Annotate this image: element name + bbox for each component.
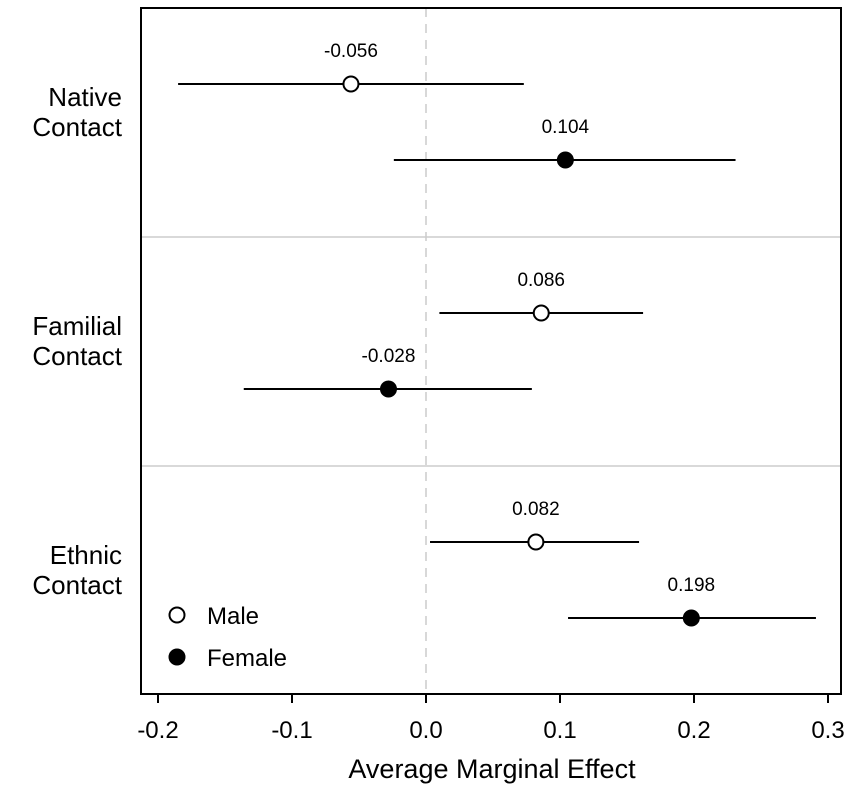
data-label-male: -0.056 [324, 41, 378, 62]
data-label-male: 0.086 [517, 270, 565, 291]
group-label-1-line-0: Familial [32, 311, 122, 341]
data-label-female: 0.104 [542, 117, 590, 138]
x-tick-label: 0.3 [811, 717, 844, 744]
point-male [532, 304, 550, 322]
point-male [342, 75, 360, 93]
x-tick-label: -0.1 [271, 717, 312, 744]
data-label-female: 0.198 [668, 575, 716, 596]
legend-marker-female [168, 648, 186, 666]
plot-frame [140, 7, 842, 695]
legend-marker-male [168, 606, 186, 624]
x-axis-title: Average Marginal Effect [348, 754, 636, 784]
group-label-2-line-0: Ethnic [50, 540, 122, 570]
x-tick-label: 0.1 [543, 717, 576, 744]
group-label-0-line-1: Contact [32, 112, 122, 142]
x-tick-label: 0.0 [409, 717, 442, 744]
legend-label-male: Male [207, 603, 259, 630]
point-female [682, 609, 700, 627]
x-tick-label: -0.2 [137, 717, 178, 744]
group-label-0-line-0: Native [48, 82, 122, 112]
data-label-female: -0.028 [362, 346, 416, 367]
data-label-male: 0.082 [512, 499, 560, 520]
point-female [379, 380, 397, 398]
point-female [556, 151, 574, 169]
plot-area [141, 8, 841, 694]
group-label-2-line-1: Contact [32, 570, 122, 600]
legend-label-female: Female [207, 645, 287, 672]
point-male [527, 533, 545, 551]
group-label-1-line-1: Contact [32, 341, 122, 371]
x-tick-label: 0.2 [677, 717, 710, 744]
